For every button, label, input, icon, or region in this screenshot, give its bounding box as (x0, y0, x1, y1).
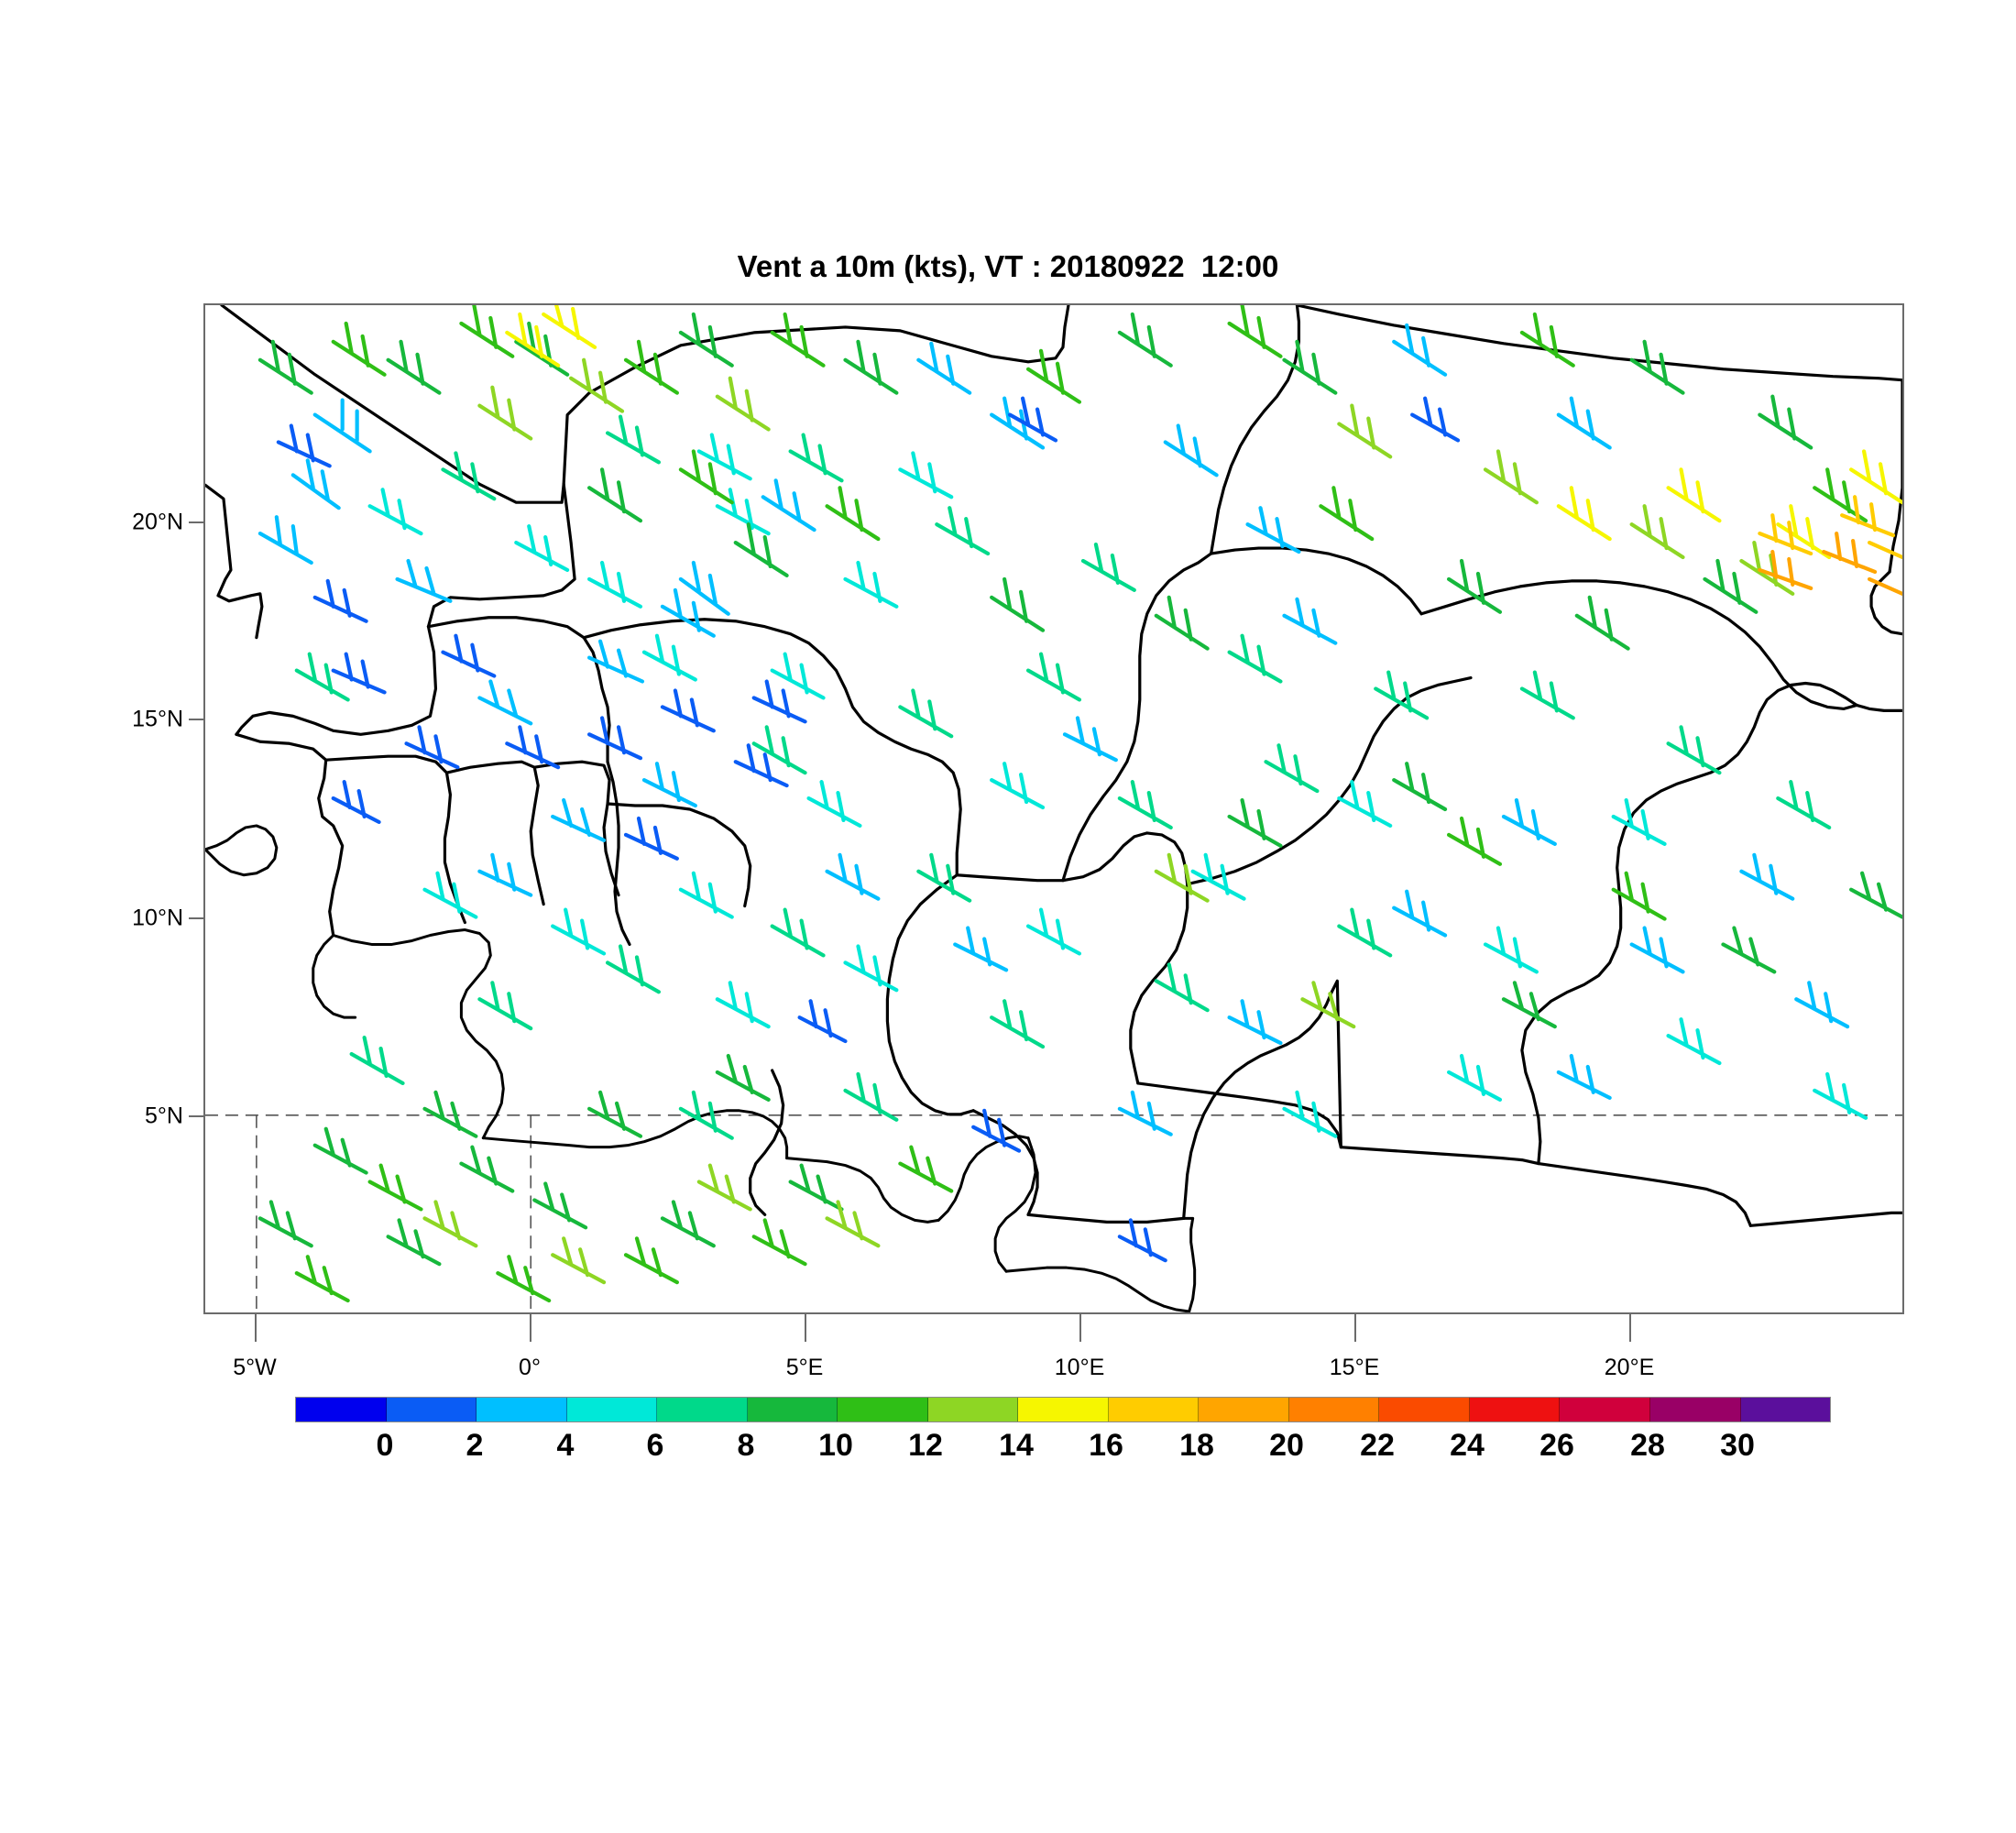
xtick-line (1629, 1314, 1631, 1342)
colorbar-segment (1649, 1398, 1741, 1421)
colorbar-tick-label: 6 (646, 1428, 664, 1463)
colorbar[interactable] (295, 1397, 1831, 1422)
xtick-line (1079, 1314, 1081, 1342)
colorbar-segment (1379, 1398, 1470, 1421)
coastline (205, 824, 1197, 1312)
xtick-label: 10°E (1054, 1355, 1105, 1380)
colorbar-segment (1469, 1398, 1561, 1421)
colorbar-segment (296, 1398, 387, 1421)
xtick-line (805, 1314, 806, 1342)
page-title: Vent a 10m (kts), VT : 20180922 12:00 (737, 249, 1279, 283)
colorbar-tick-label: 2 (466, 1428, 484, 1463)
ytick-line (189, 719, 205, 720)
colorbar-segment (1018, 1398, 1109, 1421)
colorbar-segment (386, 1398, 477, 1421)
colorbar-segment (1560, 1398, 1650, 1421)
ytick-label: 15°N (132, 706, 183, 732)
xtick-label: 5°E (785, 1355, 824, 1380)
colorbar-segment (747, 1398, 838, 1421)
colorbar-segment (566, 1398, 658, 1421)
ytick-line (189, 1115, 205, 1117)
map-plot-area (203, 303, 1904, 1314)
colorbar-tick-label: 12 (908, 1428, 943, 1463)
colorbar-tick-label: 0 (376, 1428, 394, 1463)
colorbar-tick-label: 10 (818, 1428, 853, 1463)
colorbar-tick-label: 14 (999, 1428, 1034, 1463)
colorbar-segment (1740, 1398, 1831, 1421)
colorbar-tick-label: 26 (1539, 1428, 1574, 1463)
xtick-label: 20°E (1604, 1355, 1655, 1380)
ytick-label: 20°N (132, 509, 183, 535)
colorbar-segment (657, 1398, 748, 1421)
ytick-label: 5°N (145, 1103, 183, 1129)
ytick-line (189, 521, 205, 523)
xtick-line (255, 1314, 257, 1342)
map-canvas (205, 305, 1902, 1312)
xtick-label: 5°W (233, 1355, 277, 1380)
xtick-label: 0° (519, 1355, 541, 1380)
ytick-line (189, 917, 205, 919)
colorbar-tick-label: 8 (737, 1428, 755, 1463)
colorbar-segment (1199, 1398, 1289, 1421)
country-borders (205, 305, 1902, 1227)
colorbar-tick-label: 24 (1450, 1428, 1485, 1463)
colorbar-tick-label: 20 (1269, 1428, 1304, 1463)
colorbar-segment (477, 1398, 567, 1421)
xtick-line (1354, 1314, 1356, 1342)
colorbar-tick-label: 16 (1089, 1428, 1123, 1463)
colorbar-tick-label: 28 (1630, 1428, 1665, 1463)
colorbar-segment (927, 1398, 1019, 1421)
colorbar-segment (1108, 1398, 1200, 1421)
ytick-label: 10°N (132, 905, 183, 931)
xtick-line (530, 1314, 531, 1342)
colorbar-tick-label: 30 (1720, 1428, 1755, 1463)
colorbar-tick-label: 4 (556, 1428, 575, 1463)
wind-barbs (257, 305, 1902, 1303)
colorbar-segment (1288, 1398, 1380, 1421)
colorbar-segment (838, 1398, 928, 1421)
colorbar-tick-label: 22 (1360, 1428, 1395, 1463)
graticule-dashed-lines (205, 1114, 1902, 1312)
colorbar-tick-label: 18 (1179, 1428, 1214, 1463)
xtick-label: 15°E (1329, 1355, 1380, 1380)
